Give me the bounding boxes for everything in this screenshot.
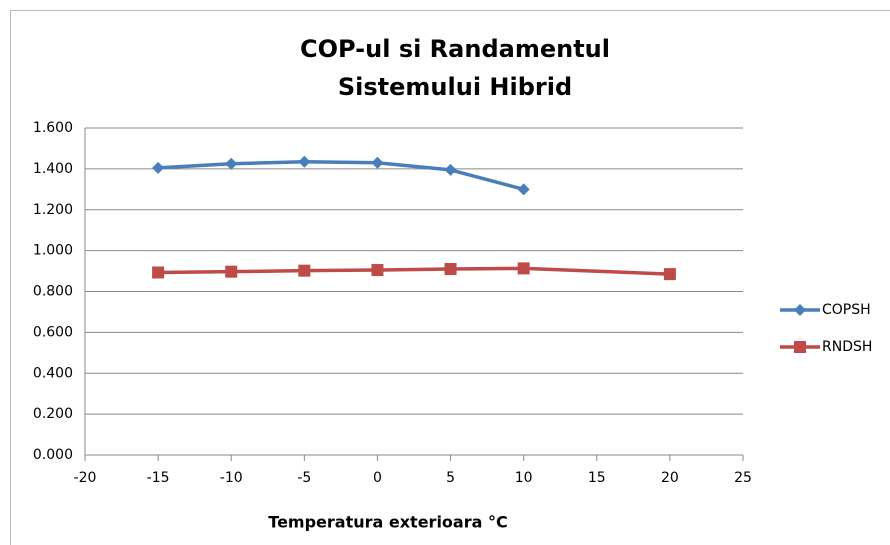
data-point: [444, 163, 457, 176]
x-tick-label: 25: [734, 470, 752, 486]
x-tick-label: -10: [220, 470, 243, 486]
data-point: [371, 156, 384, 169]
data-point: [444, 263, 457, 276]
y-tick-label: 0.200: [33, 406, 73, 422]
data-point: [152, 266, 165, 279]
x-tick-label: 5: [446, 470, 455, 486]
legend-label: RNDSH: [822, 339, 872, 355]
data-point: [517, 183, 530, 196]
data-point: [298, 155, 311, 168]
x-tick-label: 15: [588, 470, 606, 486]
x-axis-label: Temperatura exterioara °C: [268, 513, 507, 532]
y-tick-label: 1.000: [33, 243, 73, 259]
data-point: [663, 268, 676, 281]
legend-marker: [794, 341, 806, 353]
x-tick-label: -15: [147, 470, 170, 486]
y-tick-label: 1.200: [33, 202, 73, 218]
x-tick-label: -20: [74, 470, 97, 486]
y-tick-label: 0.800: [33, 284, 73, 300]
y-tick-label: 0.400: [33, 365, 73, 381]
data-point: [517, 262, 530, 275]
y-tick-label: 0.000: [33, 447, 73, 463]
x-tick-label: 10: [515, 470, 533, 486]
data-point: [298, 264, 311, 277]
y-tick-label: 1.600: [33, 120, 73, 136]
legend-marker: [794, 304, 806, 316]
data-point: [225, 157, 238, 170]
data-point: [371, 264, 384, 277]
x-tick-label: 20: [661, 470, 679, 486]
x-tick-label: -5: [297, 470, 311, 486]
series-line: [158, 159, 525, 192]
y-tick-label: 1.400: [33, 161, 73, 177]
chart-title: COP-ul si Randamentul Sistemului Hibrid: [300, 35, 610, 101]
y-tick-label: 0.600: [33, 324, 73, 340]
data-point: [225, 265, 238, 278]
chart-border: [10, 10, 890, 545]
legend-label: COPSH: [822, 302, 871, 318]
x-tick-label: 0: [373, 470, 382, 486]
data-point: [152, 161, 165, 174]
